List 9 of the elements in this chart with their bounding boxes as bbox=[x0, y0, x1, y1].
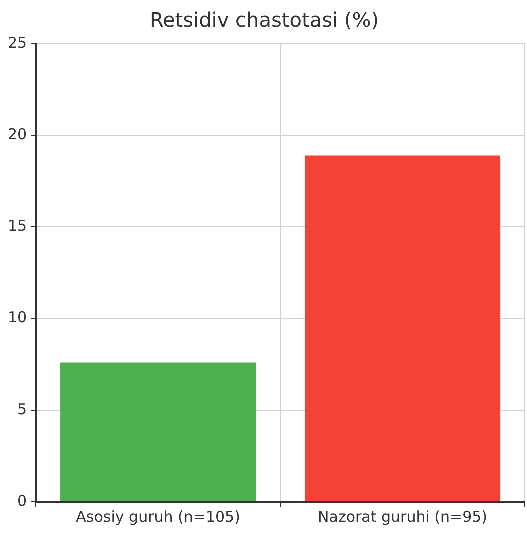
x-tick-label: Nazorat guruhi (n=95) bbox=[318, 508, 488, 526]
y-tick-label: 5 bbox=[18, 400, 28, 418]
y-tick-label: 20 bbox=[8, 125, 28, 144]
y-tick-label: 25 bbox=[8, 34, 28, 52]
y-tick-label: 15 bbox=[8, 217, 28, 236]
chart-title: Retsidiv chastotasi (%) bbox=[150, 8, 380, 32]
x-tick-label: Asosiy guruh (n=105) bbox=[76, 508, 240, 526]
y-tick-label: 0 bbox=[18, 492, 28, 510]
y-tick-label: 10 bbox=[8, 308, 28, 327]
